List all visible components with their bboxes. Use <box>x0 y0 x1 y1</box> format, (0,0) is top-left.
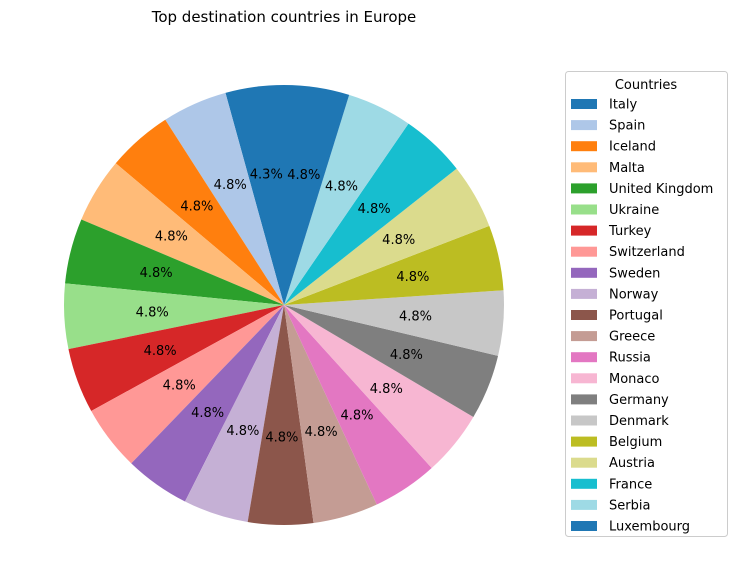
pie-percent-label: 4.8% <box>155 230 188 245</box>
legend-swatch <box>571 204 597 215</box>
pie-percent-label: 4.3% <box>250 168 283 183</box>
legend: Countries Italy Spain Iceland Malta United K… <box>565 71 728 537</box>
legend-label: Malta <box>609 161 645 176</box>
pie-slice-germany <box>284 305 499 417</box>
pie-slice-russia <box>284 305 432 505</box>
legend-swatch <box>571 141 597 152</box>
legend-swatch <box>571 267 597 278</box>
pie-percent-label: 4.8% <box>399 309 432 324</box>
legend-swatch <box>571 478 597 489</box>
legend-swatch <box>571 288 597 299</box>
legend-swatch <box>571 436 597 447</box>
pie-slice-greece <box>284 305 377 524</box>
legend-title: Countries <box>615 78 678 93</box>
pie-percent-labels: 4.3%4.8%4.8%4.8%4.8%4.8%4.8%4.8%4.8%4.8%… <box>136 168 432 446</box>
pie-percent-label: 4.8% <box>191 406 224 421</box>
legend-swatch <box>571 499 597 510</box>
legend-label: Norway <box>609 287 659 302</box>
pie-slice-turkey <box>68 305 284 411</box>
pie-percent-label: 4.8% <box>214 178 247 193</box>
pie-slice-monaco <box>284 305 474 469</box>
pie-percent-label: 4.8% <box>396 270 429 285</box>
pie-percent-label: 4.8% <box>144 344 177 359</box>
pie-percent-label: 4.8% <box>390 348 423 363</box>
pie-slice-united-kingdom <box>65 219 284 305</box>
legend-items: Italy Spain Iceland Malta United Kingdom Ukra… <box>571 98 713 535</box>
pie-slice-portugal <box>247 305 314 526</box>
legend-label: Luxembourg <box>609 520 690 535</box>
legend-swatch <box>571 120 597 131</box>
pie-percent-label: 4.8% <box>382 233 415 248</box>
pie-slice-ukraine <box>63 283 284 350</box>
pie-slice-sweden <box>131 305 284 502</box>
pie-percent-label: 4.8% <box>180 199 213 214</box>
legend-swatch <box>571 225 597 236</box>
legend-label: Serbia <box>609 498 650 513</box>
legend-label: Russia <box>609 351 651 366</box>
legend-label: Austria <box>609 456 655 471</box>
pie-percent-label: 4.8% <box>163 379 196 394</box>
legend-swatch <box>571 246 597 257</box>
pie-percent-label: 4.8% <box>340 409 373 424</box>
pie-slice-luxembourg <box>284 85 350 305</box>
legend-label: Portugal <box>609 309 663 324</box>
legend-label: Switzerland <box>609 245 685 260</box>
legend-label: United Kingdom <box>609 182 713 197</box>
legend-swatch <box>571 310 597 320</box>
pie-percent-label: 4.8% <box>358 202 391 217</box>
pie-percent-label: 4.8% <box>140 266 173 281</box>
legend-label: Germany <box>609 393 669 408</box>
legend-label: Sweden <box>609 266 660 281</box>
pie-percent-label: 4.8% <box>325 180 358 195</box>
chart-title: Top destination countries in Europe <box>151 8 417 26</box>
legend-label: Denmark <box>609 414 669 429</box>
pie-percent-label: 4.8% <box>305 425 338 440</box>
legend-label: Belgium <box>609 435 662 450</box>
legend-swatch <box>571 162 597 173</box>
legend-swatch <box>571 183 597 194</box>
pie-slice-spain <box>165 92 284 306</box>
legend-label: Ukraine <box>609 203 659 218</box>
pie-slice-belgium <box>284 225 504 305</box>
pie-percent-label: 4.8% <box>287 168 320 183</box>
pie-slice-malta <box>81 163 284 305</box>
pie-slice-italy <box>225 85 284 305</box>
pie-percent-label: 4.8% <box>265 431 298 446</box>
pie-percent-label: 4.8% <box>370 382 403 397</box>
legend-swatch <box>571 457 597 468</box>
pie-slice-switzerland <box>91 305 284 464</box>
legend-label: Greece <box>609 330 655 345</box>
legend-swatch <box>571 331 597 342</box>
pie-slice-norway <box>185 305 284 522</box>
legend-label: Italy <box>609 98 638 113</box>
legend-swatch <box>571 99 597 109</box>
pie-slice-france <box>284 123 457 305</box>
pie-slice-iceland <box>115 119 285 305</box>
legend-swatch <box>571 415 597 426</box>
pie-slice-austria <box>284 168 490 305</box>
legend-label: Spain <box>609 119 645 134</box>
pie-percent-label: 4.8% <box>226 424 259 439</box>
pie-percent-label: 4.8% <box>136 305 169 320</box>
legend-label: Iceland <box>609 140 656 155</box>
pie-slices <box>63 85 504 526</box>
legend-swatch <box>571 394 597 405</box>
legend-swatch <box>571 352 597 363</box>
legend-frame <box>565 71 728 537</box>
legend-label: France <box>609 477 652 492</box>
pie-slice-serbia <box>284 94 409 306</box>
pie-slice-denmark <box>284 290 504 356</box>
legend-swatch <box>571 521 597 531</box>
legend-label: Turkey <box>608 224 652 239</box>
legend-swatch <box>571 373 597 384</box>
legend-label: Monaco <box>609 372 660 387</box>
